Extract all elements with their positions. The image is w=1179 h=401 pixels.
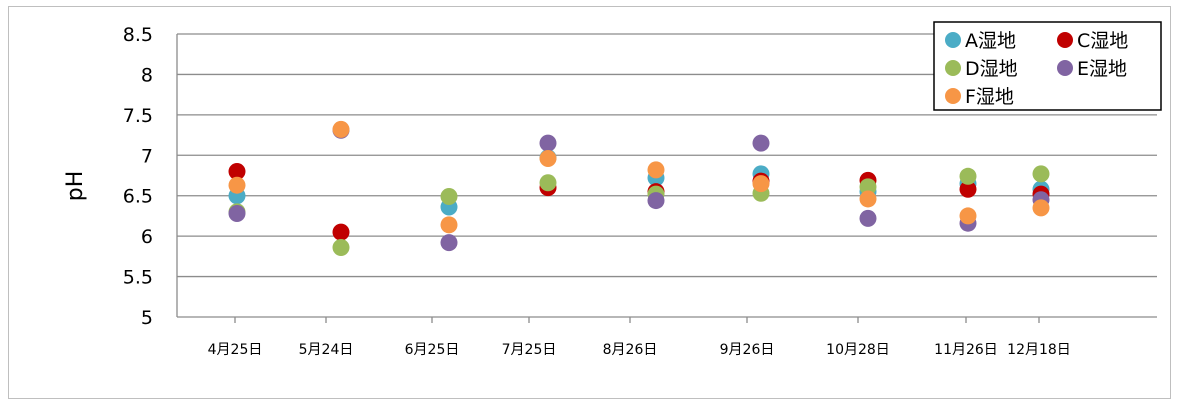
x-tick-label: 5月24日 [299, 342, 354, 358]
point-F湿地-8月26日 [647, 161, 665, 179]
point-D湿地-7月25日 [539, 174, 557, 192]
legend: A湿地 C湿地 D湿地 E湿地 F湿地 [933, 21, 1162, 111]
y-tick-label: 7 [141, 145, 153, 167]
point-F湿地-11月26日 [959, 207, 977, 225]
point-F湿地-7月25日 [539, 150, 557, 168]
x-tick-label: 11月26日 [934, 342, 998, 358]
legend-box [933, 21, 1162, 111]
legend-label: C湿地 [1077, 30, 1128, 52]
data-points [228, 120, 1050, 256]
y-tick-label: 6.5 [123, 186, 153, 208]
point-D湿地-5月24日 [332, 238, 350, 256]
x-tick-labels: 4月25日 5月24日 6月25日 7月25日 8月26日 9月26日 10月28日 11月2… [208, 342, 1071, 358]
legend-marker [1057, 60, 1073, 76]
point-E湿地-8月26日 [647, 192, 665, 210]
y-tick-label: 8 [141, 64, 153, 86]
point-D湿地-11月26日 [959, 167, 977, 185]
y-tick-label: 8.5 [123, 24, 153, 46]
x-tick-label: 7月25日 [502, 342, 557, 358]
x-tick-label: 6月25日 [405, 342, 460, 358]
y-tick-label: 5.5 [123, 267, 153, 289]
point-E湿地-10月28日 [859, 209, 877, 227]
point-F湿地-5月24日 [332, 120, 350, 138]
point-D湿地-12月18日 [1032, 165, 1050, 183]
point-E湿地-9月26日 [752, 134, 770, 152]
legend-label: D湿地 [965, 58, 1018, 80]
x-tick-label: 4月25日 [208, 342, 263, 358]
y-tick-label: 6 [141, 226, 153, 248]
legend-label: F湿地 [965, 86, 1014, 108]
legend-marker [945, 32, 961, 48]
point-D湿地-10月28日 [859, 178, 877, 196]
y-tick-labels: 5 5.5 6 6.5 7 7.5 8 8.5 [123, 24, 153, 329]
y-tick-label: 7.5 [123, 105, 153, 127]
legend-marker [1057, 32, 1073, 48]
legend-label: E湿地 [1077, 58, 1127, 80]
legend-marker [945, 88, 961, 104]
x-tick-label: 10月28日 [826, 342, 890, 358]
legend-marker [945, 60, 961, 76]
point-C湿地-4月25日 [228, 162, 246, 180]
point-C湿地-11月26日 [959, 180, 977, 198]
y-axis-label: pH [63, 171, 88, 202]
x-tick-label: 9月26日 [720, 342, 775, 358]
point-E湿地-6月25日 [440, 234, 458, 252]
point-E湿地-4月25日 [228, 205, 246, 223]
point-E湿地-7月25日 [539, 134, 557, 152]
point-F湿地-10月28日 [859, 190, 877, 208]
y-tick-label: 5 [141, 307, 153, 329]
point-D湿地-6月25日 [440, 188, 458, 206]
point-C湿地-5月24日 [332, 223, 350, 241]
point-F湿地-9月26日 [752, 175, 770, 193]
x-tick-label: 12月18日 [1007, 342, 1071, 358]
axes [176, 34, 1157, 323]
point-F湿地-12月18日 [1032, 199, 1050, 217]
point-F湿地-6月25日 [440, 216, 458, 234]
legend-label: A湿地 [965, 30, 1016, 52]
point-F湿地-4月25日 [228, 176, 246, 194]
x-tick-label: 8月26日 [603, 342, 658, 358]
